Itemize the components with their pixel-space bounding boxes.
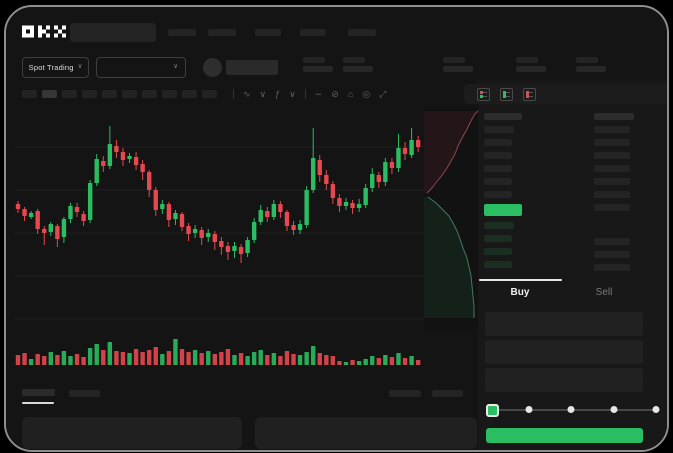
bottom-tab-indicator (22, 402, 54, 404)
order-book-row[interactable] (594, 178, 630, 185)
order-book-row[interactable] (484, 126, 514, 133)
slider-handle[interactable] (486, 404, 499, 417)
order-book-row[interactable] (484, 235, 512, 242)
indicators-icon[interactable]: ƒ (275, 88, 281, 99)
pair-icon[interactable] (203, 58, 222, 77)
slider-dot[interactable] (525, 406, 532, 413)
device-frame: Spot Trading ∨ ∨ ∿ ∨ ƒ ∨ ∼ ⊘ ⌂ ◎ ⤢ (4, 5, 669, 452)
bottom-tab-active[interactable] (22, 389, 55, 396)
order-book-row[interactable] (594, 139, 630, 146)
order-book-row[interactable] (484, 248, 512, 255)
timeframe-row (22, 90, 217, 98)
fullscreen-icon[interactable]: ⤢ (379, 88, 387, 99)
bottom-action-placeholder[interactable] (432, 390, 463, 397)
compare-icon[interactable]: ⊘ (331, 88, 339, 99)
order-book-row[interactable] (594, 126, 630, 133)
order-book-row[interactable] (484, 191, 512, 198)
indicators-chevron-icon[interactable]: ∨ (289, 88, 296, 99)
ticker-stat (576, 57, 606, 72)
nav-item-placeholder[interactable] (168, 29, 196, 36)
price-input[interactable] (485, 312, 643, 336)
timeframe-chip[interactable] (82, 90, 97, 98)
book-right-col-top (594, 126, 630, 211)
timeframe-chip[interactable] (122, 90, 137, 98)
timeframe-chip[interactable] (142, 90, 157, 98)
pair-selector-dropdown[interactable]: ∨ (96, 57, 186, 78)
ticker-stat (343, 57, 373, 72)
chevron-down-icon: ∨ (173, 63, 178, 71)
price-chart[interactable] (14, 108, 478, 368)
order-book-row[interactable] (594, 191, 630, 198)
tab-buy[interactable]: Buy (478, 282, 562, 302)
bottom-action-placeholder[interactable] (389, 390, 421, 397)
book-right-col-bottom (594, 238, 630, 271)
timeframe-chip[interactable] (102, 90, 117, 98)
bottom-panel-right (255, 417, 477, 449)
timeframe-chip[interactable] (42, 90, 57, 98)
buy-submit-button[interactable] (486, 428, 643, 443)
active-tab-indicator (479, 279, 562, 281)
line-tool-icon[interactable]: ∼ (314, 88, 323, 99)
bottom-tab[interactable] (69, 390, 100, 397)
camera-icon[interactable]: ⌂ (347, 88, 354, 99)
market-type-dropdown[interactable]: Spot Trading ∨ (22, 57, 89, 78)
settings-icon[interactable]: ◎ (362, 88, 371, 99)
tab-buy-label: Buy (510, 286, 530, 298)
slider-dot[interactable] (610, 406, 617, 413)
timeframe-chip[interactable] (62, 90, 77, 98)
last-price-badge[interactable] (484, 204, 522, 216)
bids-left-col (484, 222, 514, 268)
ticker-stat (443, 57, 473, 72)
order-book-row[interactable] (484, 222, 514, 229)
order-book-row[interactable] (594, 152, 630, 159)
nav-item-placeholder[interactable] (300, 29, 326, 36)
book-combined-icon[interactable] (477, 88, 490, 101)
timeframe-chip[interactable] (182, 90, 197, 98)
order-book-row[interactable] (594, 204, 630, 211)
separator (233, 89, 234, 99)
chart-type-icon[interactable]: ∿ (243, 88, 251, 99)
order-book-row[interactable] (594, 251, 630, 258)
timeframe-chip[interactable] (22, 90, 37, 98)
chevron-down-icon: ∨ (77, 63, 83, 71)
book-right-header-placeholder (594, 113, 634, 120)
order-book-row[interactable] (484, 165, 512, 172)
pair-name-placeholder (226, 60, 278, 75)
order-book-row[interactable] (484, 178, 512, 185)
order-book-row[interactable] (594, 165, 630, 172)
slider-dot[interactable] (567, 406, 575, 413)
order-book-row[interactable] (594, 238, 630, 245)
asks-header-placeholder (484, 113, 522, 120)
amount-input[interactable] (485, 340, 643, 364)
chart-toolbar-icons: ∿ ∨ ƒ ∨ ∼ ⊘ ⌂ ◎ ⤢ (233, 87, 386, 101)
ticker-stat (303, 57, 333, 72)
bottom-panel-left (22, 417, 242, 449)
timeframe-chip[interactable] (162, 90, 177, 98)
order-book-row[interactable] (484, 261, 512, 268)
search-input[interactable] (70, 23, 156, 42)
order-book-toolbar (464, 84, 667, 104)
order-book-row[interactable] (484, 139, 512, 146)
asks-left-col (484, 126, 514, 198)
order-book-row[interactable] (594, 264, 630, 271)
book-asks-icon[interactable] (523, 88, 536, 101)
chart-type-chevron-icon[interactable]: ∨ (259, 88, 267, 99)
order-book-row[interactable] (484, 152, 512, 159)
percent-slider[interactable] (486, 404, 660, 417)
nav-item-placeholder[interactable] (255, 29, 281, 36)
order-book-layout-icons (477, 88, 536, 101)
market-type-label: Spot Trading (28, 63, 74, 72)
app-screen: Spot Trading ∨ ∨ ∿ ∨ ƒ ∨ ∼ ⊘ ⌂ ◎ ⤢ (6, 7, 667, 450)
slider-dot[interactable] (652, 406, 660, 413)
nav-item-placeholder[interactable] (348, 29, 376, 36)
okx-logo (22, 25, 66, 38)
tab-sell-label: Sell (595, 286, 613, 298)
ticker-stat (516, 57, 546, 72)
total-input[interactable] (485, 368, 643, 392)
separator (304, 89, 306, 99)
tab-sell[interactable]: Sell (562, 282, 646, 302)
book-bids-icon[interactable] (500, 88, 513, 101)
nav-item-placeholder[interactable] (208, 29, 236, 36)
timeframe-chip[interactable] (202, 90, 217, 98)
